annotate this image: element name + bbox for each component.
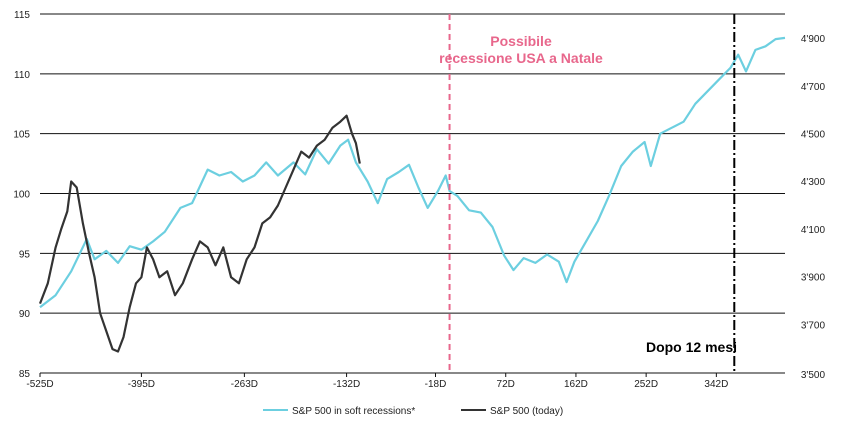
y-left-tick-label: 95 [19,249,31,260]
x-axis-ticks: -525D -395D -263D -132D -18D 72D 162D 252D 342D [26,373,728,390]
y-left-tick-label: 100 [13,190,30,201]
y-right-tick-label: 3'700 [801,320,826,331]
y-left-tick-label: 105 [13,130,30,141]
legend: S&P 500 in soft recessions* S&P 500 (tod… [263,406,563,417]
series-line-soft-recessions [39,36,786,309]
y-axis-left-ticks: 85 90 95 100 105 110 115 [13,10,30,380]
x-tick-label: 162D [564,379,588,390]
x-tick-label: -395D [128,379,155,390]
x-tick-label: -263D [231,379,258,390]
recession-annotation-line2: recessione USA a Natale [439,50,603,66]
x-tick-label: -132D [333,379,360,390]
series-line-today [38,114,361,353]
y-axis-right-ticks: 3'500 3'700 3'900 4'100 4'300 4'500 4'700 4'900 [801,34,826,381]
x-tick-label: -18D [425,379,447,390]
y-right-tick-label: 4'700 [801,82,826,93]
y-right-tick-label: 3'900 [801,273,826,284]
recession-annotation-line1: Possibile [490,33,552,49]
series-lines [38,36,786,353]
y-right-tick-label: 4'100 [801,225,826,236]
grid-lines [40,13,785,374]
y-left-tick-label: 85 [19,369,31,380]
y-left-tick-label: 110 [14,70,30,81]
y-right-tick-label: 3'500 [801,370,826,381]
x-tick-label: 342D [704,379,728,390]
x-tick-label: -525D [26,379,53,390]
y-left-tick-label: 115 [14,10,30,21]
x-tick-label: 72D [497,379,515,390]
twelve-month-annotation: Dopo 12 mesi [646,339,737,355]
y-left-tick-label: 90 [19,309,31,320]
y-right-tick-label: 4'500 [801,130,826,141]
x-tick-label: 252D [634,379,658,390]
legend-label-soft-recessions: S&P 500 in soft recessions* [292,406,415,417]
y-right-tick-label: 4'300 [801,177,826,188]
y-right-tick-label: 4'900 [801,34,826,45]
legend-label-today: S&P 500 (today) [490,406,563,417]
